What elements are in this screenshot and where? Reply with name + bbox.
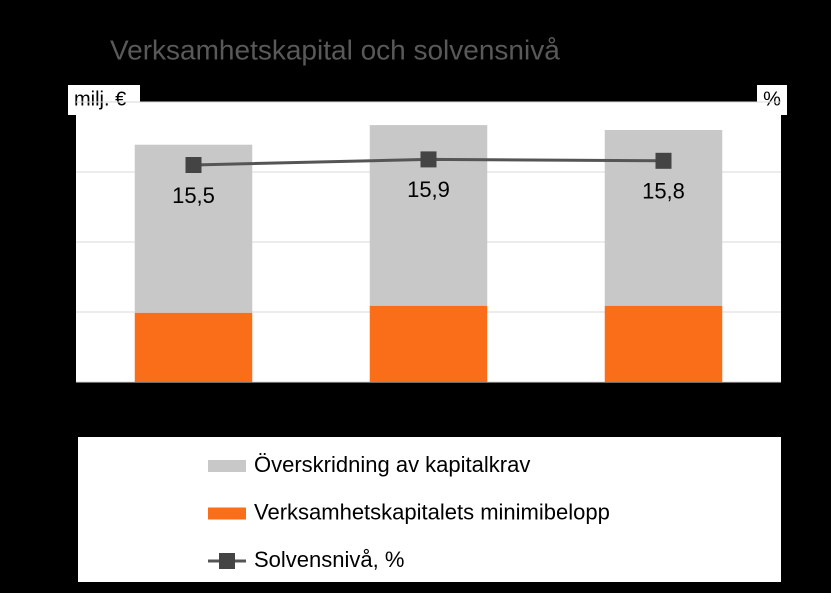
- y2-tick-label: 10: [789, 233, 805, 249]
- legend-label: Överskridning av kapitalkrav: [254, 452, 530, 477]
- bar: [369, 305, 488, 382]
- y2-tick-label: 20: [789, 93, 805, 109]
- data-label: 15,8: [642, 179, 685, 204]
- bar: [604, 305, 723, 382]
- chart-title: Verksamhetskapital och solvensnivå: [110, 34, 560, 65]
- bar: [134, 312, 253, 382]
- legend-swatch: [219, 553, 235, 569]
- y-tick-label: 400: [45, 93, 69, 109]
- y2-tick-label: 5: [789, 303, 797, 319]
- y2-tick-label: 15: [789, 163, 805, 179]
- legend-label: Solvensnivå, %: [254, 547, 404, 572]
- y-tick-label: 0: [60, 373, 68, 389]
- data-label: 15,5: [172, 183, 215, 208]
- y2-label-box: [757, 85, 787, 115]
- data-label: 15,9: [407, 177, 450, 202]
- y2-tick-label: 0: [789, 373, 797, 389]
- y-tick-label: 300: [45, 163, 69, 179]
- line-marker: [655, 152, 672, 169]
- line-marker: [420, 151, 437, 168]
- y-tick-label: 200: [45, 233, 69, 249]
- legend-label: Verksamhetskapitalets minimibelopp: [254, 499, 610, 524]
- y-tick-label: 100: [45, 303, 69, 319]
- legend-box: [78, 437, 781, 582]
- legend-swatch: [208, 507, 246, 520]
- y-axis-label: milj. €: [74, 88, 126, 110]
- line-marker: [185, 157, 202, 173]
- legend-swatch: [208, 460, 246, 472]
- y2-axis-label: %: [763, 88, 781, 110]
- y-label-box: [68, 85, 140, 115]
